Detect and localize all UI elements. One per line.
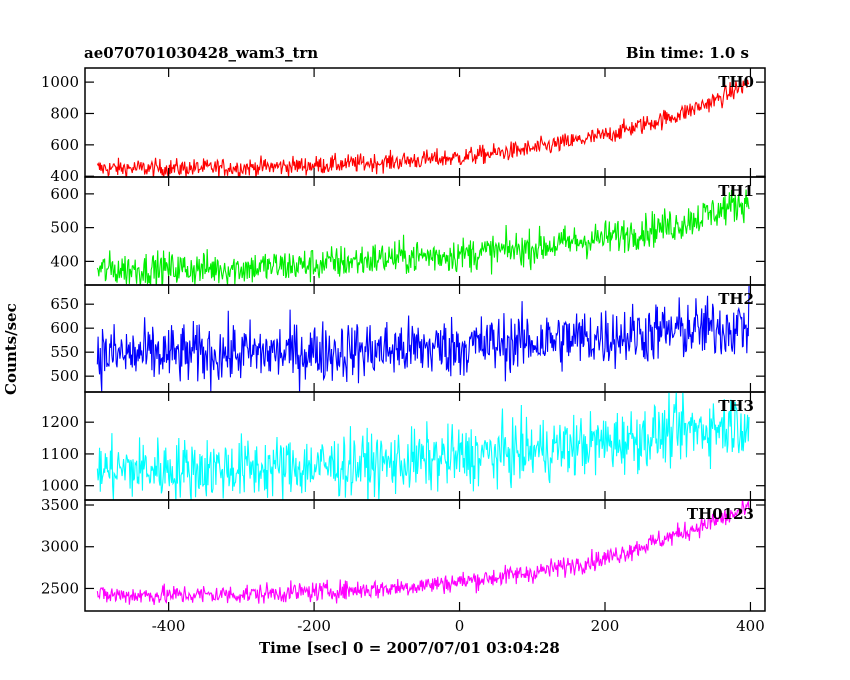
panel-label-th0: TH0	[718, 73, 754, 91]
panel-label-th3: TH3	[718, 397, 754, 415]
x-axis-label: Time [sec] 0 = 2007/07/01 03:04:28	[259, 639, 560, 657]
y-tick-label: 3500	[41, 496, 79, 514]
y-tick-label: 1100	[41, 445, 79, 463]
x-tick-label: -400	[152, 617, 186, 635]
panel-frame-th0123	[84, 499, 766, 612]
y-tick-label: 2500	[41, 579, 79, 597]
panel-label-th1: TH1	[718, 182, 754, 200]
y-tick-label: 400	[50, 252, 79, 270]
x-tick-label: 400	[736, 617, 765, 635]
y-tick-label: 600	[50, 185, 79, 203]
y-tick-label: 500	[50, 219, 79, 237]
y-axis-label: Counts/sec	[2, 303, 20, 395]
y-tick-label: 3000	[41, 538, 79, 556]
series-th2	[96, 285, 750, 392]
panel-label-th2: TH2	[718, 290, 754, 308]
series-th0	[96, 76, 750, 177]
y-tick-label: 600	[50, 136, 79, 154]
bin-time-label: Bin time: 1.0 s	[625, 44, 749, 62]
y-tick-label: 500	[50, 367, 79, 385]
series-th0123	[96, 500, 750, 605]
x-tick-label: -200	[297, 617, 331, 635]
y-tick-label: 800	[50, 104, 79, 122]
x-tick-label: 200	[591, 617, 620, 635]
y-tick-label: 650	[50, 295, 79, 313]
chart-title: ae070701030428_wam3_trn	[84, 44, 319, 62]
panel-label-th0123: TH0123	[687, 505, 754, 523]
series-th1	[96, 189, 750, 285]
y-tick-label: 1200	[41, 413, 79, 431]
y-tick-label: 1000	[41, 73, 79, 91]
y-tick-label: 550	[50, 343, 79, 361]
y-tick-label: 400	[50, 167, 79, 185]
y-tick-label: 1000	[41, 477, 79, 495]
panel-frame-th2	[84, 284, 766, 393]
x-tick-label: 0	[455, 617, 465, 635]
series-th3	[96, 392, 750, 500]
y-tick-label: 600	[50, 319, 79, 337]
